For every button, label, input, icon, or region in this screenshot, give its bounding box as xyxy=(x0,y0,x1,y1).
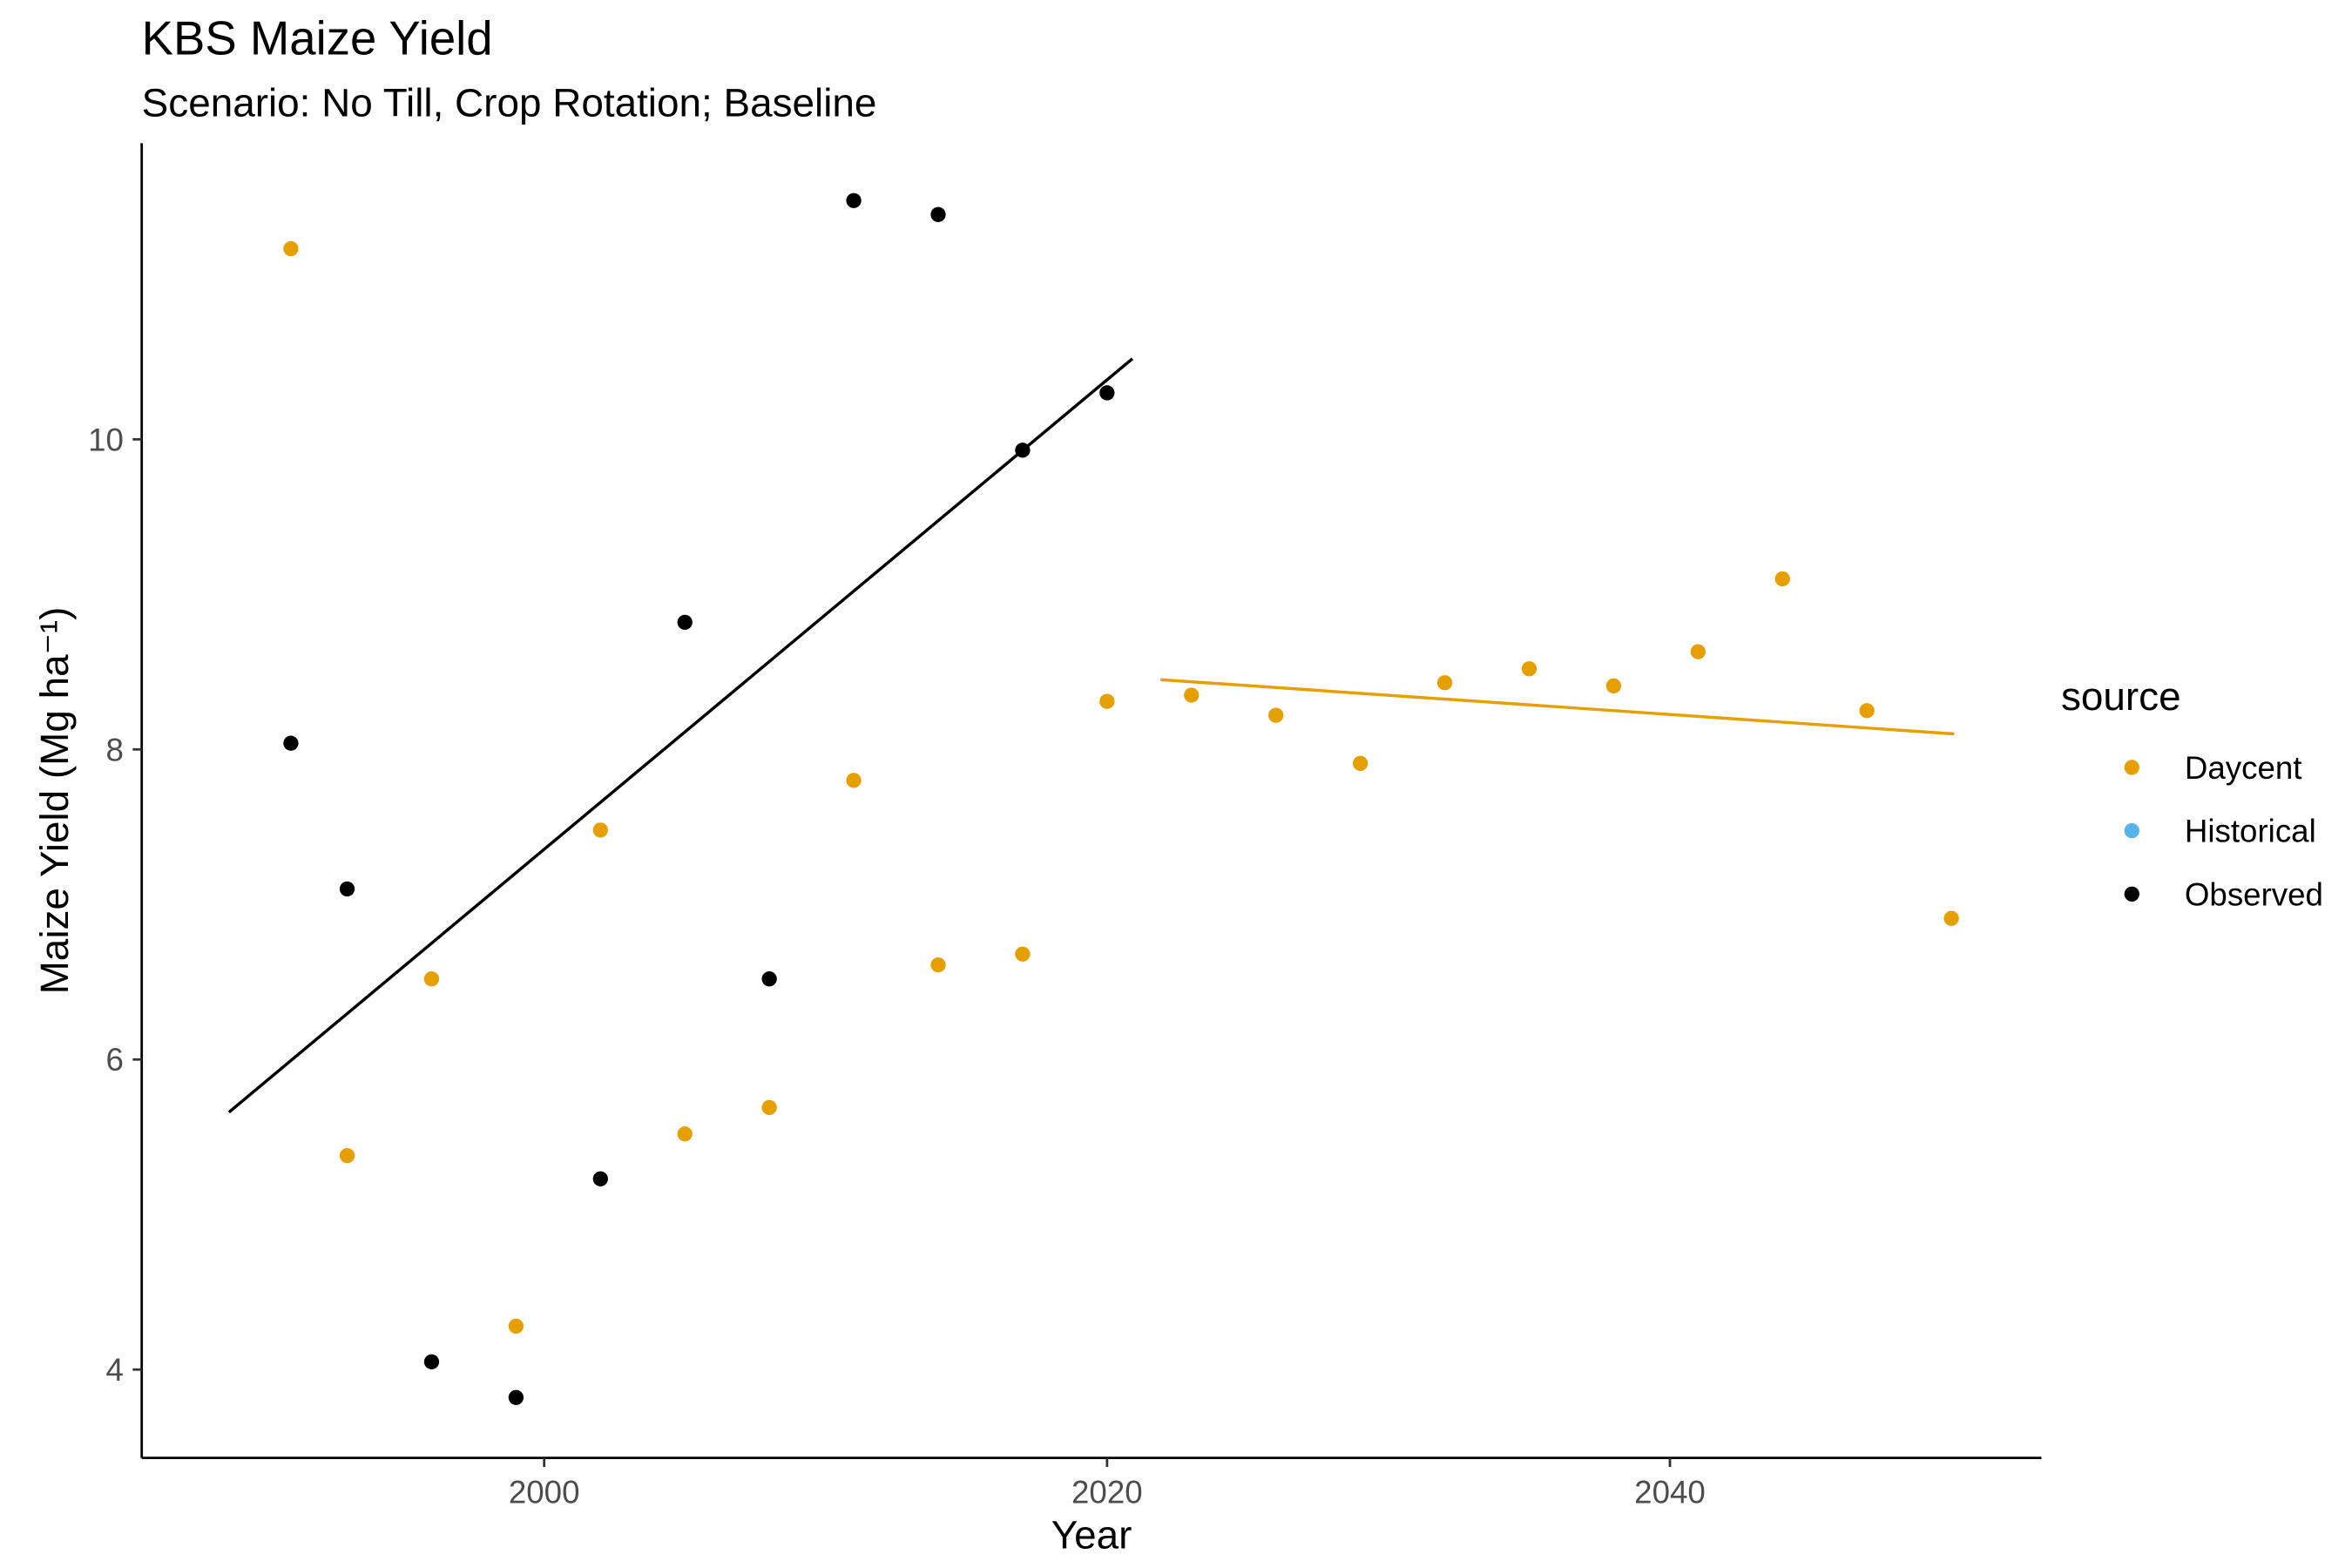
observed-point xyxy=(677,614,693,631)
legend-label-observed: Observed xyxy=(2185,876,2323,912)
y-axis-ticks: 4 6 8 10 xyxy=(88,422,142,1388)
y-tick-label: 8 xyxy=(106,732,124,767)
legend-key-observed xyxy=(2124,886,2139,902)
daycent-point xyxy=(1774,571,1790,587)
daycent-point xyxy=(930,957,946,973)
daycent-point xyxy=(846,773,862,788)
y-axis-title: Maize Yield (Mg ha⁻¹) xyxy=(31,607,77,995)
legend-entry-historical: Historical xyxy=(2124,814,2316,849)
daycent-point xyxy=(1859,703,1875,719)
daycent-point xyxy=(1436,675,1453,691)
x-tick-label: 2000 xyxy=(509,1475,580,1511)
observed-point xyxy=(508,1389,524,1405)
observed-trend-line xyxy=(227,357,1134,1114)
daycent-point xyxy=(761,1099,777,1116)
legend-key-historical xyxy=(2124,823,2139,839)
daycent-point xyxy=(1268,707,1284,723)
legend-key-daycent xyxy=(2124,760,2139,775)
chart-subtitle: Scenario: No Till, Crop Rotation; Baseli… xyxy=(142,79,877,125)
daycent-point xyxy=(339,1147,355,1164)
observed-point xyxy=(592,1171,608,1186)
legend-entry-daycent: Daycent xyxy=(2124,750,2302,786)
daycent-point xyxy=(677,1126,693,1142)
daycent-point xyxy=(423,971,440,987)
observed-point xyxy=(846,193,862,208)
y-tick-label: 10 xyxy=(88,422,124,457)
daycent-point xyxy=(1943,910,1959,926)
trend-lines xyxy=(227,357,1955,1114)
x-axis-title: Year xyxy=(1051,1511,1132,1557)
y-tick-label: 4 xyxy=(106,1352,124,1388)
legend-entry-observed: Observed xyxy=(2124,876,2323,912)
observed-point xyxy=(1099,385,1115,401)
daycent-point xyxy=(1184,687,1200,703)
legend: source Daycent Historical Observed xyxy=(2061,673,2323,912)
y-tick-label: 6 xyxy=(106,1042,124,1078)
observed-point xyxy=(339,881,355,897)
daycent-point xyxy=(1690,644,1706,659)
legend-title: source xyxy=(2061,673,2181,719)
legend-label-historical: Historical xyxy=(2185,814,2316,849)
plot-panel: 2000 2020 2040 4 6 8 10 xyxy=(88,143,2042,1511)
observed-point xyxy=(1015,443,1031,458)
daycent-point xyxy=(592,822,608,838)
observed-point xyxy=(930,206,946,222)
observed-point xyxy=(283,735,299,751)
chart-title: KBS Maize Yield xyxy=(142,11,493,64)
daycent-point xyxy=(1099,693,1115,709)
daycent-point xyxy=(1605,678,1622,693)
daycent-point xyxy=(1521,661,1538,677)
observed-point xyxy=(423,1354,440,1369)
x-tick-label: 2040 xyxy=(1634,1475,1706,1511)
data-points xyxy=(283,193,1959,1405)
daycent-point xyxy=(508,1318,524,1335)
legend-label-daycent: Daycent xyxy=(2185,750,2302,786)
daycent-point xyxy=(1352,755,1369,771)
daycent-point xyxy=(1015,946,1031,962)
daycent-point xyxy=(283,240,299,257)
observed-point xyxy=(761,971,777,987)
x-axis-ticks: 2000 2020 2040 xyxy=(509,1457,1706,1511)
x-tick-label: 2020 xyxy=(1071,1475,1143,1511)
daycent-trend-line xyxy=(1160,678,1955,736)
